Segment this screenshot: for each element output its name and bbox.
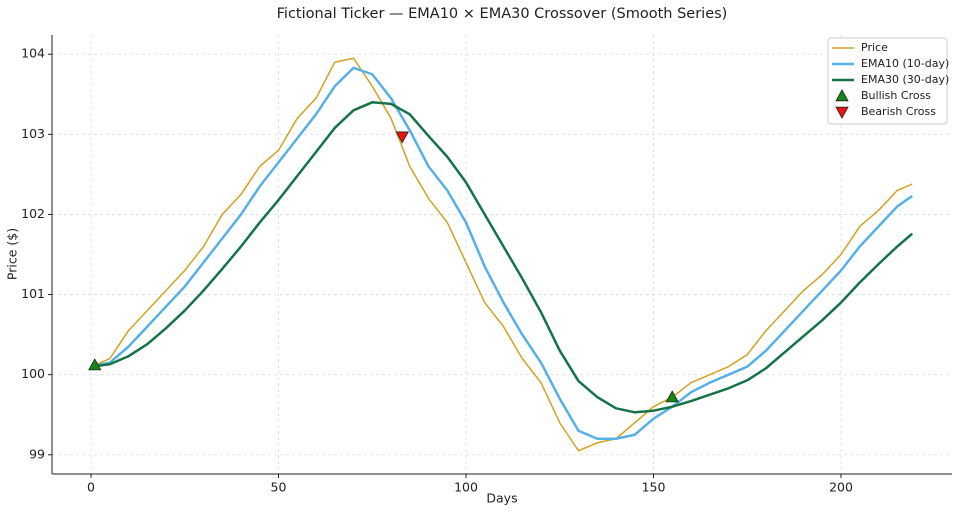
cross-marker: [395, 131, 409, 144]
x-tick-label: 200: [829, 480, 853, 495]
cross-marker: [88, 358, 102, 371]
x-tick-label: 0: [87, 480, 95, 495]
y-tick-label: 101: [21, 286, 45, 301]
legend-label: EMA10 (10-day): [861, 57, 949, 70]
legend-label: Bullish Cross: [861, 89, 931, 102]
x-tick-label: 100: [454, 480, 478, 495]
y-tick-label: 103: [21, 126, 45, 141]
legend-label: EMA30 (30-day): [861, 73, 949, 86]
y-tick-label: 102: [21, 206, 45, 221]
legend-marker: [835, 89, 849, 102]
x-tick-label: 150: [642, 480, 666, 495]
legend-box: [827, 37, 948, 125]
y-tick-label: 99: [29, 446, 45, 461]
x-axis-label: Days: [486, 491, 517, 506]
cross-marker: [665, 390, 679, 403]
y-axis-label: Price ($): [5, 228, 20, 280]
line: [90, 66, 913, 441]
legend-marker: [835, 106, 849, 119]
legend-label: Price: [861, 41, 888, 54]
chart-title: Fictional Ticker — EMA10 × EMA30 Crossov…: [277, 6, 728, 22]
line: [90, 57, 913, 452]
y-tick-label: 100: [21, 366, 45, 381]
line: [90, 101, 914, 414]
legend-label: Bearish Cross: [861, 105, 936, 118]
x-tick-label: 50: [271, 480, 287, 495]
y-tick-label: 104: [21, 46, 45, 61]
